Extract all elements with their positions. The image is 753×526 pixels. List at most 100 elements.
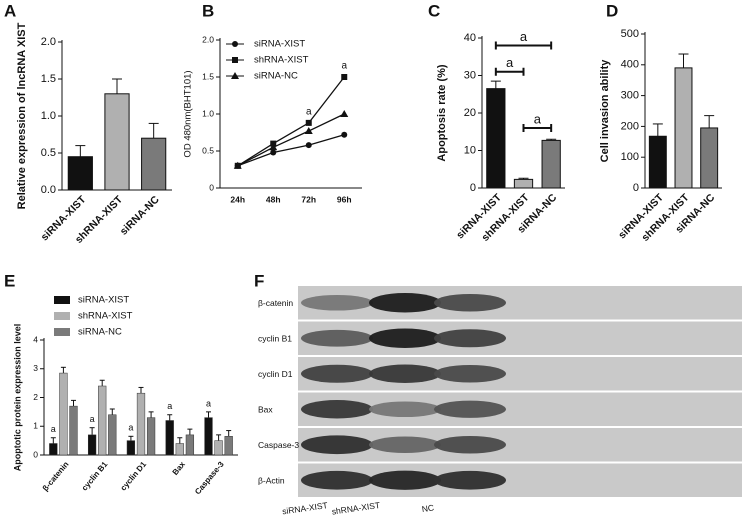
bar — [674, 67, 693, 189]
marker — [231, 72, 239, 79]
bar — [49, 443, 58, 456]
y-tick-label: 0 — [633, 182, 639, 194]
y-tick-label: 1.5 — [202, 71, 214, 81]
x-tick-label: Bax — [171, 459, 188, 476]
annotation: a — [206, 398, 211, 408]
y-tick-label: 100 — [621, 151, 639, 163]
legend-label: shRNA-XIST — [78, 311, 133, 322]
marker — [270, 149, 277, 156]
blot-band — [434, 329, 506, 348]
y-tick-label: 3 — [33, 363, 38, 373]
x-tick-label: 72h — [301, 194, 316, 204]
blot-column-label: shRNA-XIST — [331, 500, 381, 517]
x-tick-label: 48h — [266, 194, 281, 204]
y-tick-label: 2 — [33, 392, 38, 402]
y-tick-label: 40 — [464, 32, 476, 44]
bar — [108, 414, 117, 456]
bar — [69, 405, 78, 456]
annotation: a — [51, 424, 56, 434]
bar — [141, 137, 167, 191]
panel-label: B — [202, 1, 214, 20]
annotation: a — [520, 29, 528, 44]
annotation: a — [534, 111, 542, 126]
x-tick-label: cyclin B1 — [80, 459, 110, 492]
panel-label: A — [4, 1, 16, 20]
x-tick-label: cyclin D1 — [119, 459, 149, 492]
legend-label: siRNA-XIST — [254, 39, 305, 50]
x-tick-label: β-catenin — [41, 460, 71, 493]
blot-band — [434, 435, 506, 454]
annotation: a — [306, 107, 312, 118]
blot-band — [369, 470, 441, 490]
blot-band — [434, 364, 506, 383]
blot-band — [301, 400, 373, 419]
y-tick-label: 0.5 — [41, 147, 56, 159]
y-tick-label: 400 — [621, 59, 639, 71]
y-tick-label: 1.0 — [202, 108, 214, 118]
bar — [59, 372, 68, 456]
y-axis-label: Cell invasion ability — [599, 59, 611, 163]
bar — [204, 417, 213, 456]
y-tick-label: 0.0 — [41, 184, 56, 196]
marker — [341, 131, 348, 138]
blot-column-label: NC — [421, 502, 435, 514]
legend-label: siRNA-XIST — [78, 295, 129, 306]
blot-band — [369, 436, 441, 453]
blot-row-label: β-Actin — [258, 476, 285, 486]
bar — [486, 88, 506, 189]
y-tick-label: 0 — [209, 182, 214, 192]
bar — [98, 385, 107, 456]
line — [237, 76, 345, 167]
blot-band — [369, 328, 441, 349]
blot-band — [301, 364, 373, 383]
marker — [304, 127, 313, 135]
blot-band — [369, 401, 441, 418]
y-tick-label: 300 — [621, 90, 639, 102]
y-tick-label: 4 — [33, 334, 38, 344]
blot-band — [301, 294, 373, 311]
bar — [146, 417, 156, 456]
legend-swatch — [54, 296, 70, 304]
y-axis-label: Relative expression of lncRNA XIST — [16, 22, 28, 209]
legend-label: siRNA-NC — [78, 327, 122, 338]
blot-band — [434, 470, 506, 490]
panel-label: D — [606, 1, 618, 20]
x-tick-label: 24h — [230, 194, 245, 204]
y-tick-label: 500 — [621, 28, 639, 40]
blot-row-label: Caspase-3 — [258, 440, 299, 450]
marker — [232, 41, 238, 47]
legend-swatch — [54, 312, 70, 320]
blot-band — [369, 292, 441, 313]
y-tick-label: 1 — [33, 421, 38, 431]
bar — [87, 434, 97, 456]
y-tick-label: 20 — [464, 107, 476, 119]
bar — [214, 440, 223, 456]
blot-column-label: siRNA-XIST — [282, 500, 329, 516]
marker — [232, 57, 238, 63]
marker — [340, 110, 349, 117]
y-axis-label: Apoptotic protein expression level — [12, 324, 22, 472]
blot-band — [369, 364, 441, 383]
legend-label: siRNA-NC — [254, 71, 298, 82]
bar — [136, 392, 146, 456]
blot-row-label: β-catenin — [258, 298, 293, 308]
bar — [67, 156, 93, 191]
bar — [541, 139, 561, 189]
blot-row-label: cyclin D1 — [258, 369, 293, 379]
bar — [175, 443, 184, 456]
marker — [305, 119, 312, 126]
blot-band — [434, 400, 506, 418]
marker — [233, 161, 242, 169]
legend-swatch — [54, 328, 70, 336]
marker — [269, 143, 278, 151]
y-tick-label: 0 — [33, 449, 38, 459]
blot-band — [434, 293, 506, 312]
bar — [700, 127, 719, 189]
y-tick-label: 2.0 — [202, 34, 214, 44]
bar — [513, 178, 534, 189]
annotation: a — [341, 61, 347, 72]
bar — [104, 93, 130, 191]
bar — [165, 420, 174, 456]
x-tick-label: siRNA-NC — [118, 193, 162, 237]
